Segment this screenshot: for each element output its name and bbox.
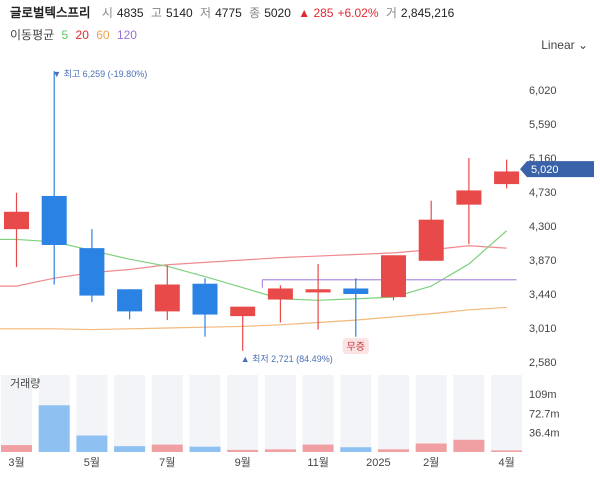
candle-body	[4, 211, 29, 230]
candle-body	[192, 283, 218, 315]
volume-bar	[76, 435, 108, 452]
volume-bar	[38, 405, 70, 452]
volume-bar	[453, 439, 485, 452]
stock-header: 글로벌텍스프리 시 4835 고 5140 저 4775 종 5020 ▲ 285 +6.…	[10, 2, 458, 20]
volume-bg-column	[340, 375, 372, 452]
volume-bg-column	[378, 375, 409, 452]
ma20-label[interactable]: 20	[75, 28, 89, 42]
volume-bar	[340, 447, 372, 452]
price-tick-label: 4,730	[529, 187, 557, 199]
volume-tick-label: 109m	[529, 389, 557, 401]
scale-dropdown[interactable]: Linear ⌄	[541, 38, 588, 52]
volume-tick-label: 36.4m	[529, 428, 560, 440]
volume-bar	[302, 444, 334, 452]
volume-bg-column	[1, 375, 32, 452]
ma20-line	[0, 245, 507, 287]
stock-name[interactable]: 글로벌텍스프리	[10, 6, 91, 20]
candle-body	[41, 195, 67, 245]
x-tick-label: 9월	[235, 456, 251, 469]
open-value: 4835	[116, 6, 144, 20]
price-tick-label: 5,590	[529, 119, 557, 131]
volume-bar	[189, 446, 221, 452]
candle-body	[79, 248, 105, 296]
x-tick-label: 5월	[84, 456, 100, 469]
volume-label: 거	[385, 6, 397, 20]
volume-bg-column	[264, 375, 296, 452]
candle-body	[418, 219, 444, 261]
volume-bar	[264, 449, 296, 452]
low-marker: ▲ 최저 2,721 (84.49%)	[241, 354, 333, 364]
volume-bg-column	[114, 375, 146, 452]
candle-body	[117, 289, 143, 312]
volume-title: 거래량	[10, 377, 40, 390]
volume-bar	[1, 445, 32, 452]
volume-bg-column	[415, 375, 447, 452]
high-value: 5140	[166, 6, 193, 20]
candle-body	[230, 306, 256, 317]
volume-bar	[151, 444, 183, 452]
volume-bar	[415, 443, 447, 452]
ma60-label[interactable]: 60	[96, 28, 110, 42]
x-tick-label: 4월	[498, 456, 514, 469]
current-price-label: 5,020	[531, 164, 559, 176]
low-label: 저	[200, 6, 212, 20]
candle-body	[456, 190, 482, 205]
price-tick-label: 2,580	[529, 357, 557, 369]
close-value: 5020	[264, 6, 291, 20]
price-tick-label: 3,870	[529, 255, 557, 267]
volume-bg-column	[189, 375, 221, 452]
candle-body	[494, 171, 520, 185]
price-tick-label: 3,440	[529, 289, 557, 301]
price-tick-label: 3,010	[529, 323, 557, 335]
candle-body	[267, 288, 293, 300]
change-value: ▲ 285	[298, 6, 334, 20]
volume-bg-column	[491, 375, 523, 452]
volume-bar	[114, 446, 146, 452]
low-value: 4775	[215, 6, 242, 20]
volume-bar	[378, 449, 409, 452]
x-tick-label: 7월	[159, 456, 175, 469]
volume-bg-column	[227, 375, 259, 452]
current-price-tag	[520, 161, 594, 178]
event-badge-bg	[342, 338, 369, 354]
volume-bar	[227, 449, 259, 452]
open-label: 시	[101, 6, 113, 20]
moving-average-legend[interactable]: 이동평균 5 20 60 120	[10, 26, 141, 43]
close-label: 종	[249, 6, 261, 20]
event-badge: 무증	[347, 341, 365, 353]
price-tick-label: 4,300	[529, 221, 557, 233]
ma-legend-title: 이동평균	[10, 28, 55, 42]
candle-body	[381, 255, 406, 298]
volume-bg-column	[453, 375, 485, 452]
volume-bar	[491, 450, 523, 452]
volume-bg-column	[151, 375, 183, 452]
x-tick-label: 2025	[366, 457, 390, 469]
candle-body	[343, 288, 369, 294]
x-tick-label: 2월	[423, 456, 439, 469]
volume-bg-column	[302, 375, 334, 452]
ma5-label[interactable]: 5	[61, 28, 69, 42]
ma120-label[interactable]: 120	[116, 28, 137, 42]
candle-body	[154, 284, 180, 312]
volume-tick-label: 72.7m	[529, 408, 560, 420]
candle-body	[305, 289, 331, 293]
x-tick-label: 3월	[8, 456, 24, 469]
x-tick-label: 11월	[307, 456, 329, 469]
volume-value: 2,845,216	[400, 6, 455, 20]
price-tick-label: 6,020	[529, 85, 557, 97]
ma5-line	[0, 230, 507, 301]
high-label: 고	[150, 6, 162, 20]
change-percent: +6.02%	[337, 6, 379, 20]
high-marker: ▼ 최고 6,259 (-19.80%)	[52, 69, 147, 79]
